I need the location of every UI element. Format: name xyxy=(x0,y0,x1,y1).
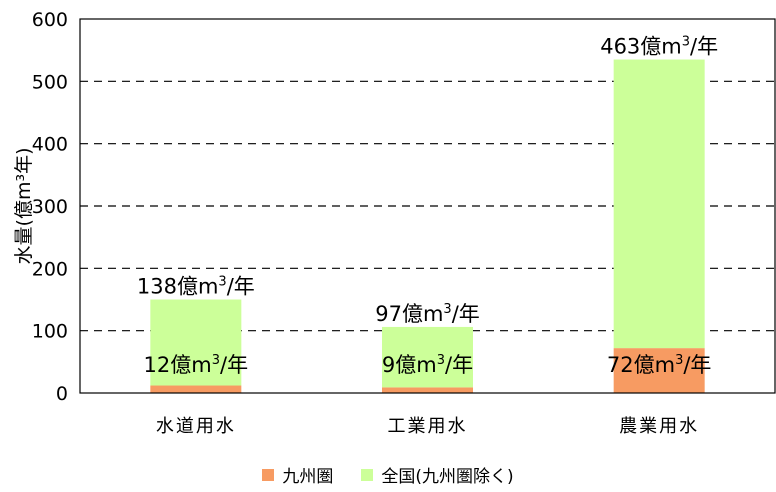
legend-label-national: 全国(九州圏除く) xyxy=(381,467,514,487)
y-tick-label: 600 xyxy=(32,9,68,31)
data-labels: 138億m3/年 12億m3/年 97億m3/年 9億m3/年 463億m3/年 72億m… xyxy=(137,35,718,377)
data-label: 463億m3/年 xyxy=(600,35,718,59)
legend-swatch-national xyxy=(361,468,374,481)
y-tick-label: 300 xyxy=(32,196,68,218)
x-category-label: 水道用水 xyxy=(156,416,236,437)
y-tick-label: 100 xyxy=(32,321,68,343)
y-axis-ticks: 0 100 200 300 400 500 600 xyxy=(32,9,68,405)
bar-segment xyxy=(613,348,705,393)
data-label: 97億m3/年 xyxy=(375,302,480,326)
y-tick-label: 400 xyxy=(32,134,68,156)
data-label: 72億m3/年 xyxy=(607,353,712,377)
bar-segment xyxy=(150,299,242,386)
data-label: 9億m3/年 xyxy=(382,353,473,377)
bars xyxy=(150,59,705,393)
y-tick-label: 200 xyxy=(32,258,68,280)
bar-segment xyxy=(613,59,705,349)
legend-item-kyushu: 九州圏 xyxy=(262,462,333,487)
data-label: 12億m3/年 xyxy=(144,353,249,377)
chart: 0 100 200 300 400 500 600 水道用水 工業用水 農業用水 138億m3/… xyxy=(13,9,776,437)
x-category-label: 工業用水 xyxy=(388,416,468,437)
bar-segment xyxy=(150,385,242,393)
legend-label-kyushu: 九州圏 xyxy=(282,467,334,487)
y-tick-label: 500 xyxy=(32,71,68,93)
bar-segment xyxy=(382,387,473,393)
data-label: 138億m3/年 xyxy=(137,275,255,299)
x-category-label: 農業用水 xyxy=(619,416,699,437)
y-axis-label: 水量(億m³年) xyxy=(13,148,35,265)
legend: 九州圏 全国(九州圏除く) xyxy=(0,462,776,487)
legend-swatch-kyushu xyxy=(262,468,275,481)
plot-area-border xyxy=(79,18,776,394)
bar-segment xyxy=(382,326,473,388)
x-axis-categories: 水道用水 工業用水 農業用水 xyxy=(156,416,699,437)
y-tick-label: 0 xyxy=(56,383,68,405)
legend-item-national: 全国(九州圏除く) xyxy=(361,462,514,487)
